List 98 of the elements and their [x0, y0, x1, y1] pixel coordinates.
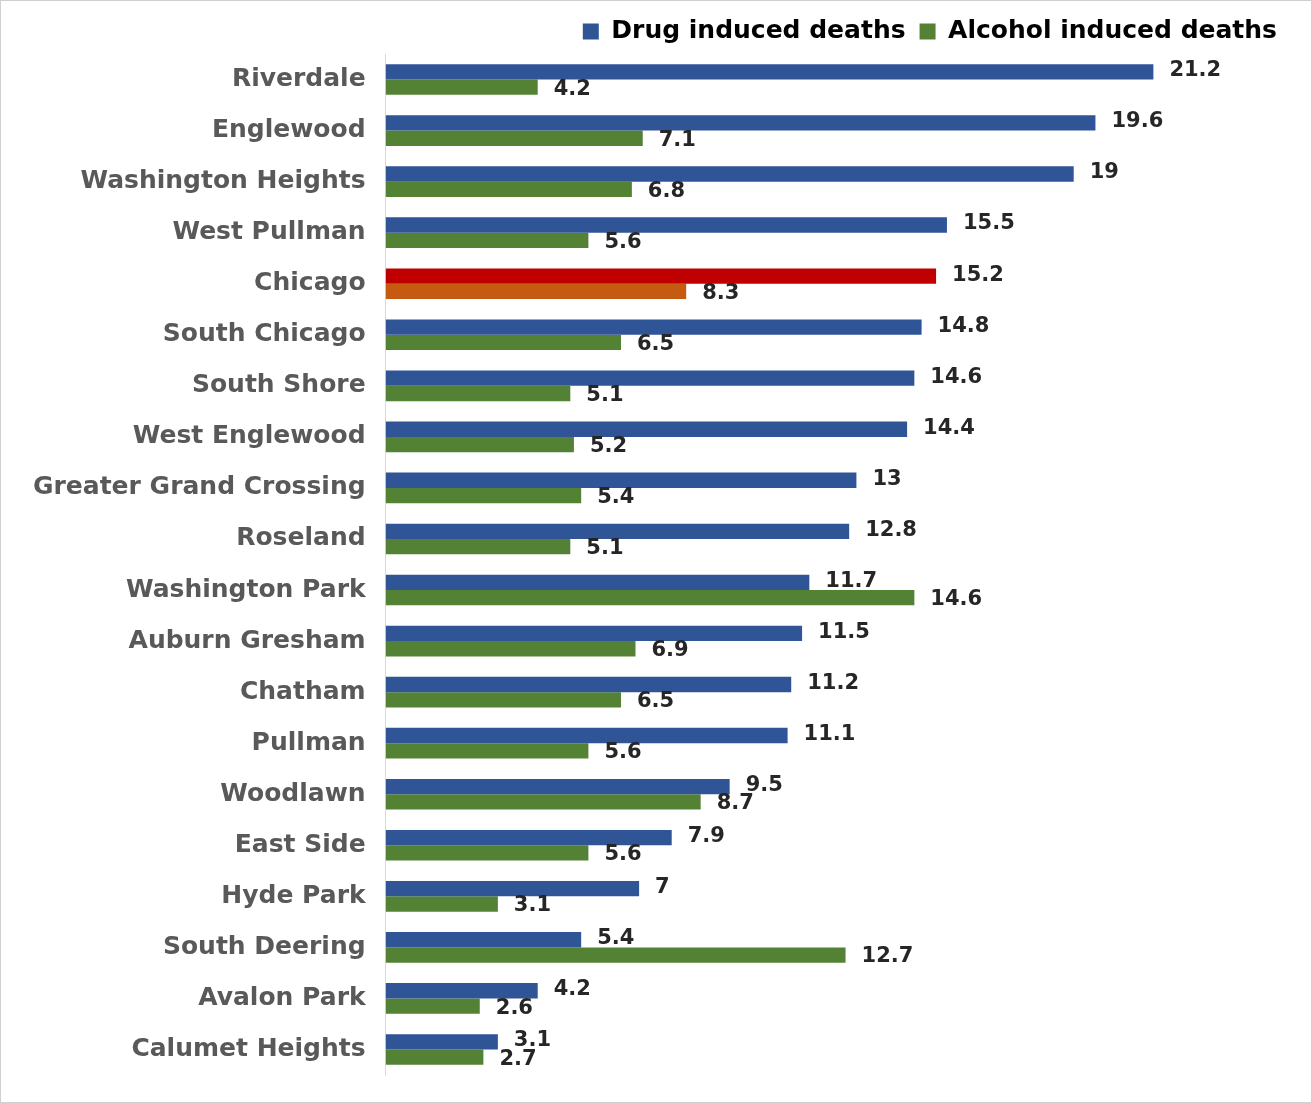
bar — [385, 334, 622, 351]
data-label: 5.4 — [597, 925, 635, 950]
bar — [385, 692, 622, 708]
bar — [385, 829, 672, 846]
y-tick-label: West Englewood — [132, 420, 366, 450]
data-label: 15.5 — [962, 210, 1015, 235]
data-label: 7 — [655, 874, 670, 899]
bar — [385, 641, 636, 657]
y-tick-label: Woodlawn — [220, 777, 366, 807]
data-label: 5.6 — [604, 228, 642, 253]
data-label: 5.6 — [604, 739, 642, 764]
y-tick-label: West Pullman — [172, 216, 366, 246]
data-label: 13 — [872, 465, 902, 490]
bar — [385, 115, 1096, 131]
bar — [385, 983, 538, 999]
legend-label: Alcohol induced deaths — [948, 15, 1278, 44]
bar — [385, 727, 788, 744]
y-tick-label: Auburn Gresham — [128, 624, 366, 654]
bar — [385, 472, 857, 488]
data-label: 11.7 — [825, 567, 878, 592]
y-tick-label: Chatham — [239, 675, 366, 705]
bar — [385, 676, 792, 693]
data-label: 7.1 — [658, 126, 696, 151]
data-label: 5.2 — [589, 432, 628, 457]
bar — [385, 487, 582, 504]
data-label: 3.1 — [513, 892, 552, 917]
bar — [385, 64, 1154, 80]
data-label: 11.1 — [803, 720, 856, 745]
bar — [385, 743, 589, 759]
data-label: 6.5 — [637, 688, 675, 713]
legend-label: Drug induced deaths — [611, 15, 906, 44]
data-label: 6.9 — [651, 637, 689, 662]
bar — [385, 181, 632, 197]
bar — [385, 778, 730, 795]
bar — [385, 538, 571, 555]
data-label: 6.5 — [637, 330, 675, 355]
bar — [385, 845, 589, 861]
y-tick-label: East Side — [234, 828, 366, 858]
bar — [385, 881, 640, 897]
bar — [385, 130, 643, 146]
bar — [385, 79, 538, 95]
data-label: 5.1 — [586, 381, 624, 406]
data-label: 4.2 — [553, 75, 591, 100]
data-label: 14.6 — [930, 586, 983, 611]
bar — [385, 998, 480, 1014]
data-label: 8.3 — [702, 279, 740, 304]
y-tick-label: Avalon Park — [198, 981, 367, 1011]
bar — [385, 794, 701, 810]
bar — [385, 232, 589, 248]
bar — [385, 590, 915, 606]
bar — [385, 1034, 498, 1050]
data-label: 14.6 — [930, 363, 983, 388]
y-tick-label: South Deering — [162, 930, 366, 960]
data-label: 12.8 — [865, 516, 917, 541]
bar — [385, 268, 937, 284]
bar — [385, 932, 582, 948]
bar — [385, 370, 915, 386]
y-tick-label: Pullman — [251, 726, 366, 756]
y-tick-label: Calumet Heights — [131, 1032, 366, 1062]
bar — [385, 385, 571, 402]
y-tick-label: South Chicago — [162, 318, 366, 348]
data-label: 14.8 — [937, 312, 990, 337]
bar — [385, 421, 908, 437]
y-tick-label: Washington Park — [126, 573, 367, 603]
data-label: 5.6 — [604, 841, 642, 866]
bar — [385, 896, 498, 912]
data-label: 7.9 — [687, 823, 725, 848]
bar — [385, 283, 687, 300]
data-label: 4.2 — [553, 976, 591, 1001]
bar — [385, 436, 574, 453]
y-tick-label: Roseland — [236, 522, 366, 552]
data-label: 2.6 — [495, 994, 533, 1019]
y-tick-label: Riverdale — [231, 63, 366, 93]
bar — [385, 1049, 484, 1065]
bar — [385, 217, 947, 233]
bar — [385, 574, 810, 591]
data-label: 12.7 — [861, 943, 914, 968]
bar — [385, 523, 850, 539]
bar — [385, 625, 803, 642]
bar — [385, 166, 1074, 182]
data-label: 6.8 — [647, 177, 686, 202]
y-tick-label: Hyde Park — [221, 879, 367, 909]
data-label: 11.2 — [807, 669, 860, 694]
y-tick-label: South Shore — [191, 369, 366, 399]
bar — [385, 319, 922, 335]
data-label: 19 — [1089, 159, 1119, 184]
data-label: 5.4 — [597, 484, 635, 509]
bar — [385, 947, 846, 963]
y-tick-label: Greater Grand Crossing — [33, 471, 366, 501]
data-label: 19.6 — [1111, 108, 1164, 133]
data-label: 21.2 — [1169, 57, 1222, 82]
y-tick-label: Englewood — [211, 114, 366, 144]
y-tick-label: Washington Heights — [80, 165, 366, 195]
data-label: 14.4 — [923, 414, 975, 439]
data-label: 11.5 — [818, 618, 870, 643]
data-label: 15.2 — [952, 261, 1004, 286]
data-label: 5.1 — [586, 535, 624, 560]
y-tick-label: Chicago — [254, 267, 366, 297]
